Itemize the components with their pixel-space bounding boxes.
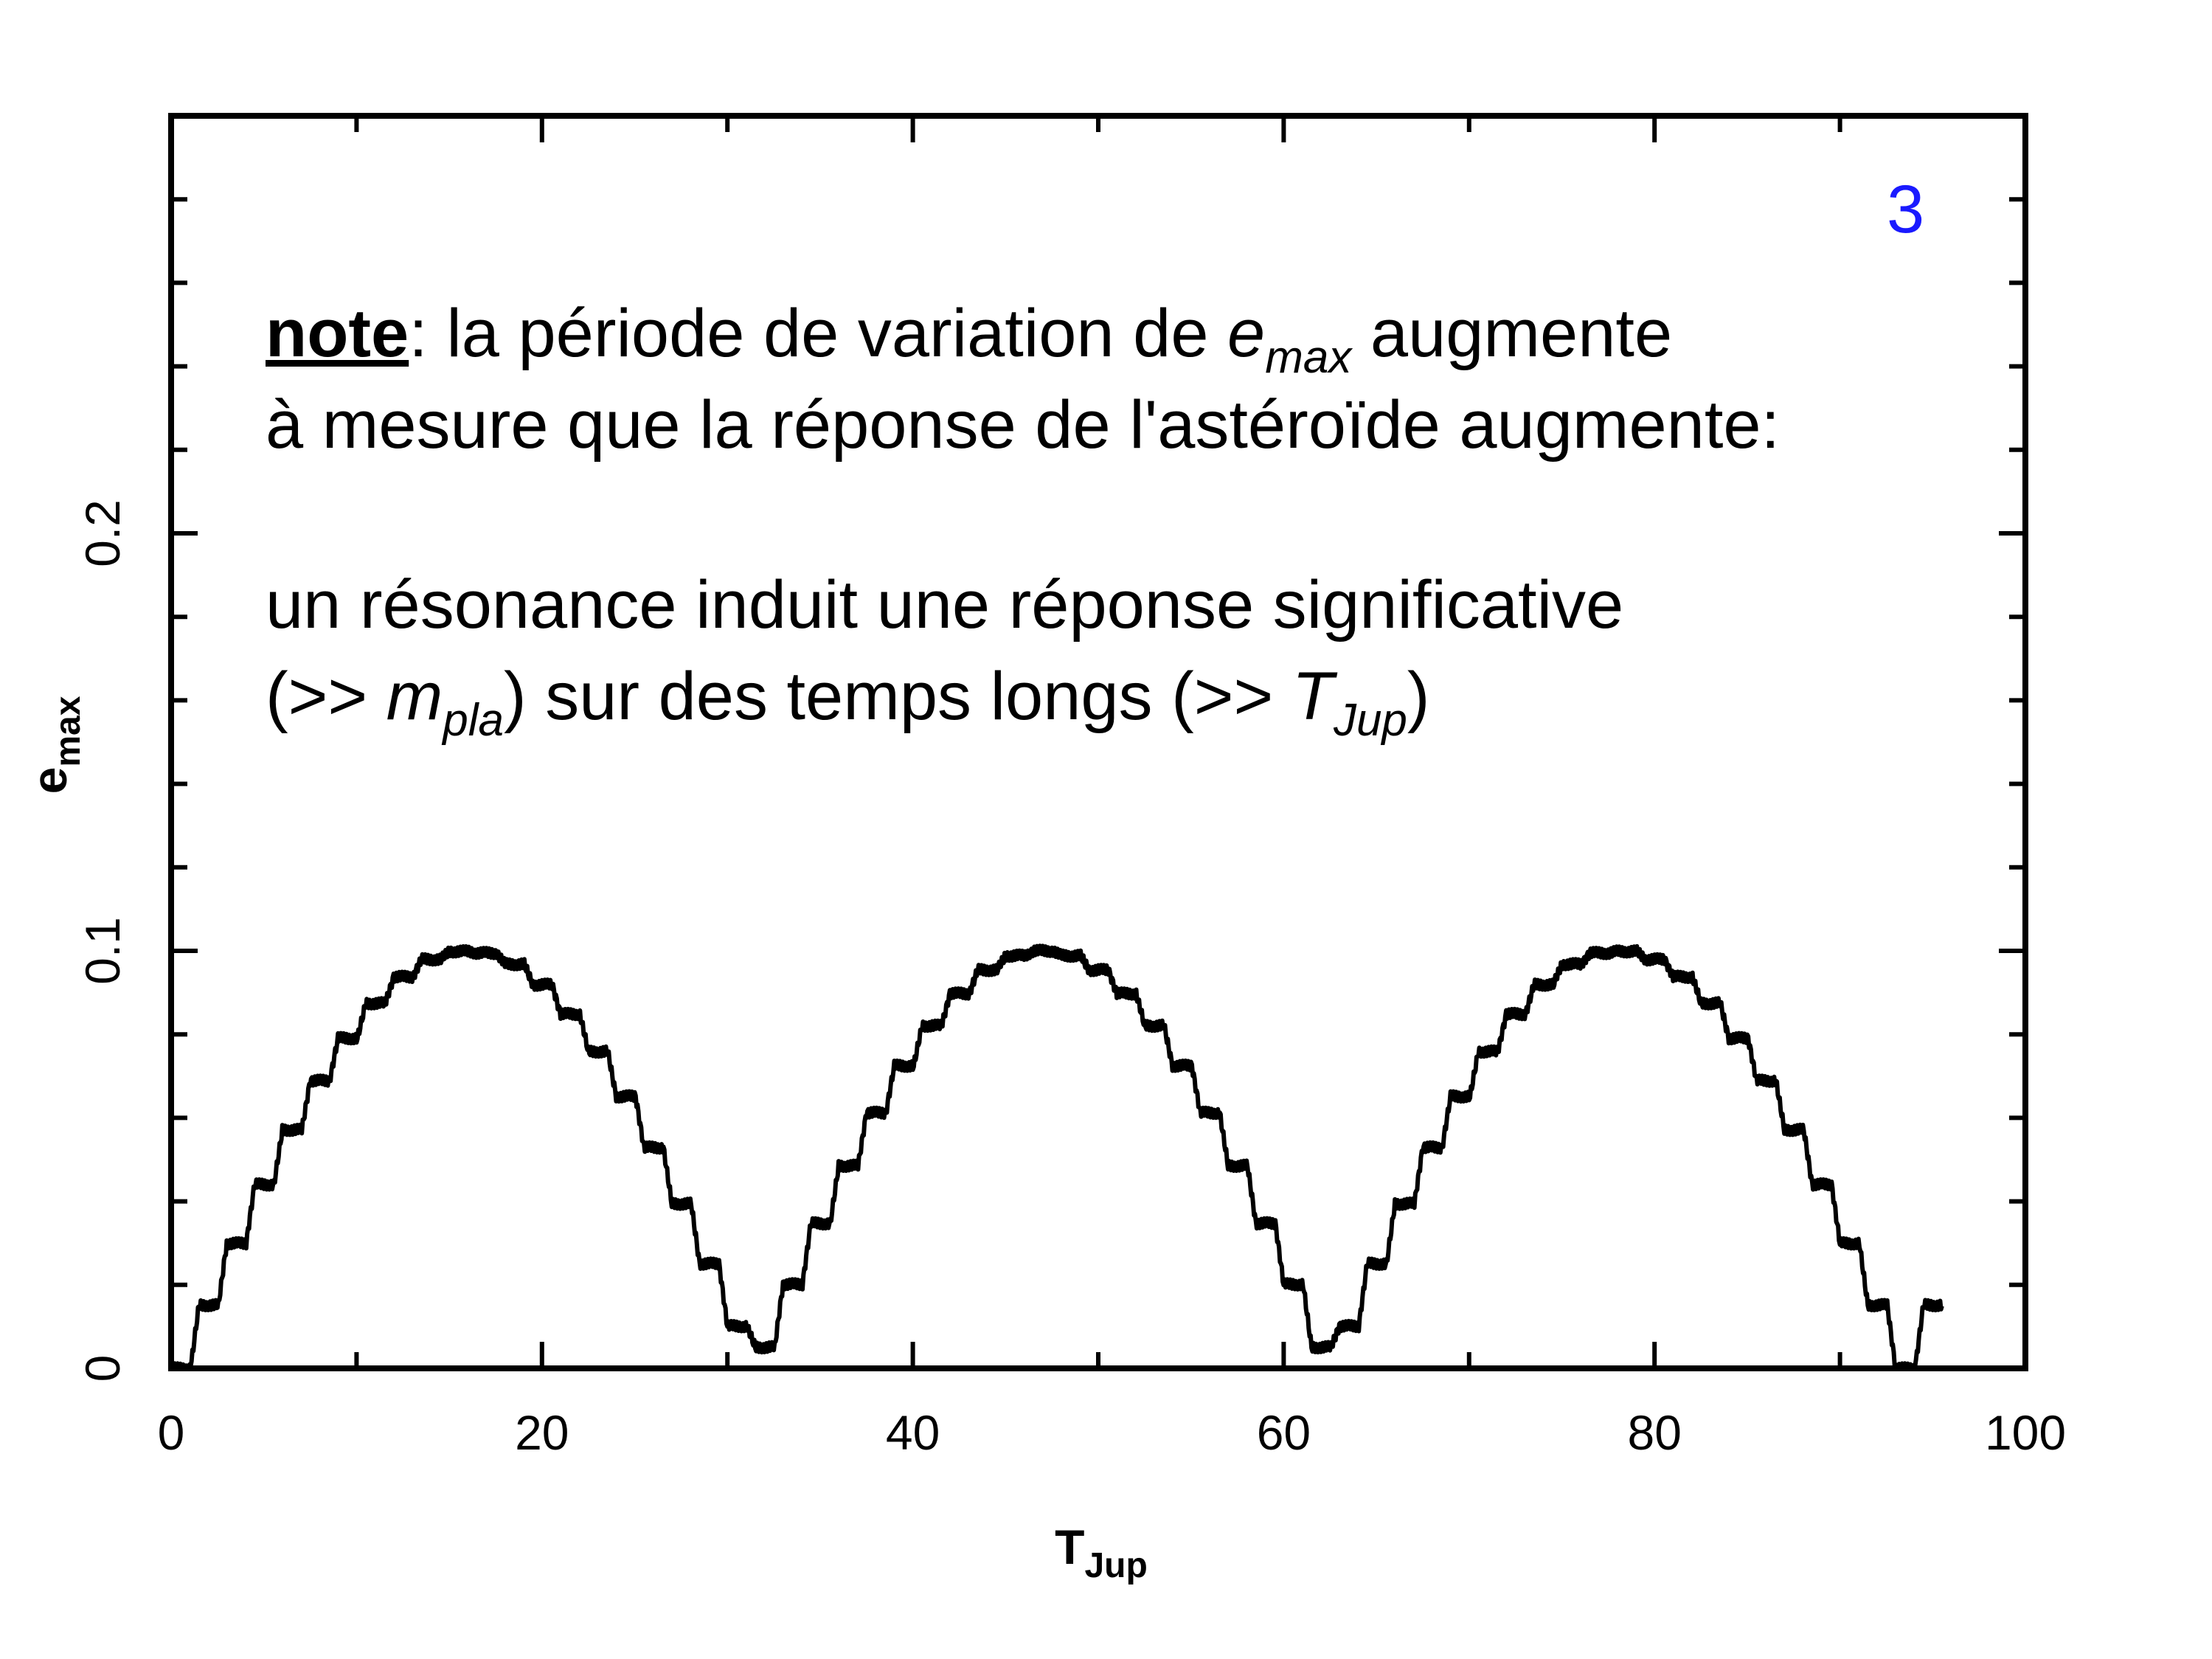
y-tick-label: 0 [75,1355,130,1382]
tick-labels: 0 20 40 60 80 100 0 0.1 0.2 [75,499,2066,1460]
x-tick-label: 100 [1985,1405,2066,1460]
x-tick-label: 20 [515,1405,569,1460]
note-var-e: e [1227,296,1266,371]
x-tick-label: 40 [886,1405,940,1460]
note-var-m: m [386,659,443,734]
panel-number: 3 [1887,172,1925,247]
note-gap [266,471,1780,559]
note-line-3: un résonance induit une réponse signific… [266,567,1624,643]
note-sub-pla: pla [443,695,505,746]
x-axis-label: TJup [1055,1520,1148,1585]
note-line-1: note: la période de variation de emax au… [266,288,1780,381]
x-tick-label: 80 [1627,1405,1681,1460]
note-sub-max: max [1265,332,1352,383]
note-text-b: augmente [1351,296,1673,371]
note-mid: ) sur des temps longs (>> [504,659,1292,734]
y-tick-label: 0.1 [75,917,130,985]
series-line-emax [169,943,1944,1369]
x-tick-label: 60 [1257,1405,1311,1460]
note-label: note [266,296,409,371]
note-line-2: à mesure que la réponse de l'astéroïde a… [266,387,1781,463]
y-tick-label: 0.2 [75,499,130,567]
note-sub-jup: Jup [1333,695,1407,746]
plot-frame [168,113,2028,1371]
note-var-t: T [1292,659,1334,734]
note-annotation: note: la période de variation de emax au… [266,288,1781,744]
note-text-a: : la période de variation de [409,296,1228,371]
note-close: ) [1407,659,1430,734]
note-open: (>> [266,659,386,734]
x-tick-label: 0 [158,1405,185,1460]
y-axis-label: emax [22,696,88,794]
note-line-4: (>> mpla) sur des temps longs (>> TJup) [266,651,1780,744]
